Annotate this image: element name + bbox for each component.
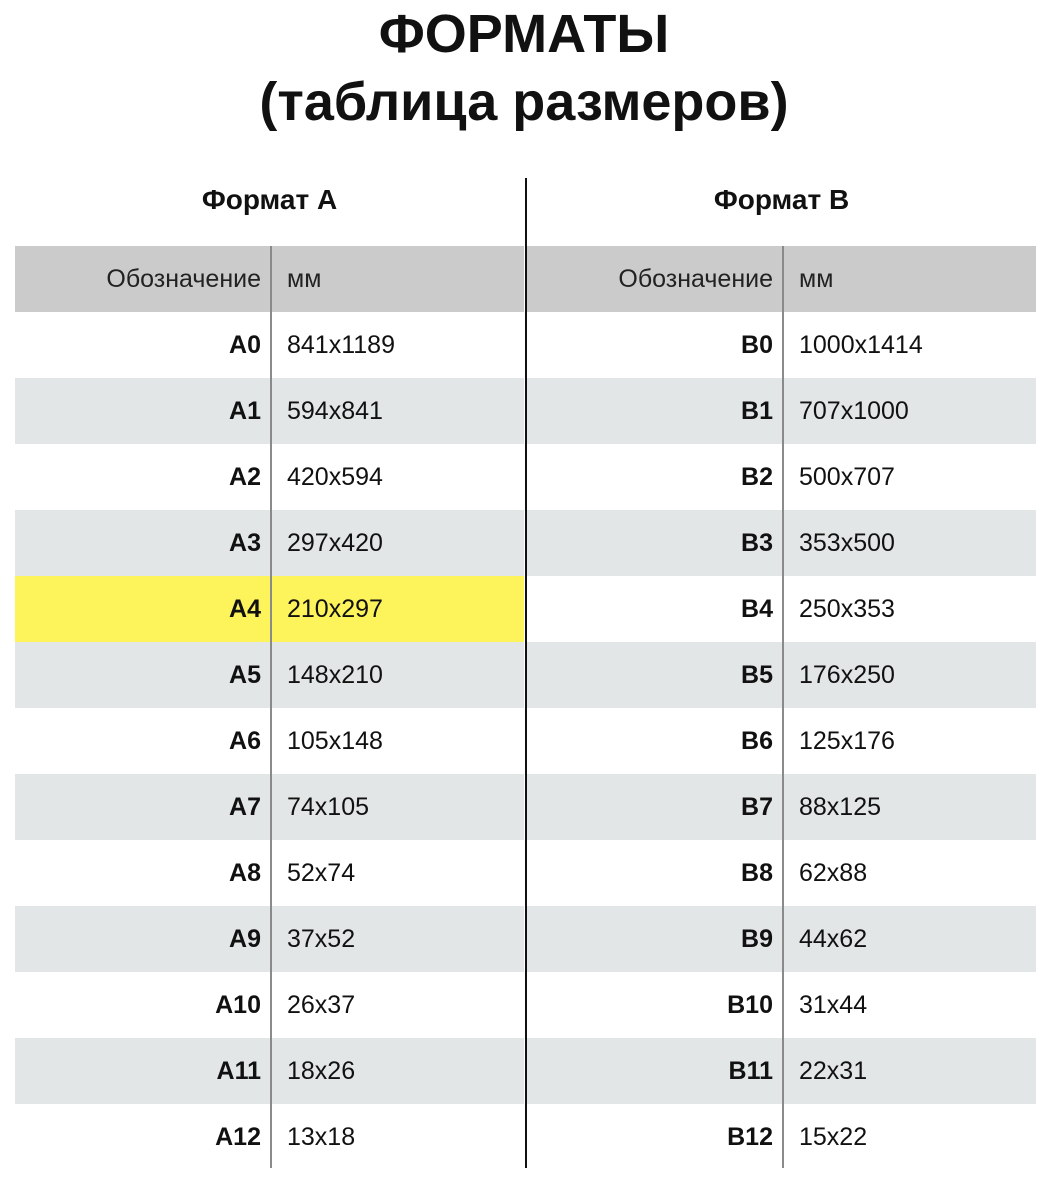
format-designation: A4 bbox=[229, 595, 261, 623]
table-row: B9 44x62 bbox=[527, 906, 1036, 972]
format-size-mm: 37x52 bbox=[287, 925, 356, 953]
table-row: A2 420x594 bbox=[15, 444, 524, 510]
format-size-mm: 1000x1414 bbox=[799, 331, 923, 359]
format-size-mm: 52x74 bbox=[287, 859, 356, 887]
table-row: B1 707x1000 bbox=[527, 378, 1036, 444]
format-designation: A12 bbox=[215, 1123, 261, 1151]
format-size-mm: 210x297 bbox=[287, 595, 383, 623]
format-designation: B11 bbox=[728, 1057, 773, 1085]
format-designation: B10 bbox=[727, 991, 773, 1019]
format-designation: B7 bbox=[741, 793, 773, 821]
format-size-mm: 297x420 bbox=[287, 529, 383, 557]
format-designation: A11 bbox=[216, 1057, 261, 1085]
format-designation: B8 bbox=[741, 859, 773, 887]
table-row: B11 22x31 bbox=[527, 1038, 1036, 1104]
format-size-mm: 707x1000 bbox=[799, 397, 909, 425]
format-size-mm: 62x88 bbox=[799, 859, 868, 887]
format-size-mm: 841x1189 bbox=[287, 331, 395, 359]
table-row: B10 31x44 bbox=[527, 972, 1036, 1038]
format-size-mm: 18x26 bbox=[287, 1057, 356, 1085]
table-row: B7 88x125 bbox=[527, 774, 1036, 840]
table-row: B6 125x176 bbox=[527, 708, 1036, 774]
format-designation: A9 bbox=[229, 925, 261, 953]
format-size-mm: 250x353 bbox=[799, 595, 895, 623]
header-designation: Обозначение bbox=[618, 265, 773, 293]
table-row: A10 26x37 bbox=[15, 972, 524, 1038]
format-size-mm: 44x62 bbox=[799, 925, 868, 953]
table-row: B3 353x500 bbox=[527, 510, 1036, 576]
column-divider bbox=[525, 178, 527, 1168]
table-row: A8 52x74 bbox=[15, 840, 524, 906]
table-row: B2 500x707 bbox=[527, 444, 1036, 510]
format-designation: A3 bbox=[229, 529, 261, 557]
format-designation: A6 bbox=[229, 727, 261, 755]
table-row: A3 297x420 bbox=[15, 510, 524, 576]
format-size-mm: 22x31 bbox=[799, 1057, 868, 1085]
page-title: ФОРМАТЫ bbox=[378, 4, 670, 64]
format-size-mm: 500x707 bbox=[799, 463, 895, 491]
format-size-mm: 420x594 bbox=[287, 463, 383, 491]
format-b-title: Формат B bbox=[713, 184, 850, 215]
format-designation: A8 bbox=[229, 859, 261, 887]
table-row: A12 13x18 bbox=[15, 1104, 524, 1170]
table-row: B5 176x250 bbox=[527, 642, 1036, 708]
page-subtitle: (таблица размеров) bbox=[259, 72, 789, 132]
format-designation: A10 bbox=[215, 991, 261, 1019]
table-row: A6 105x148 bbox=[15, 708, 524, 774]
column-separator bbox=[270, 246, 272, 1168]
format-a-title: Формат А bbox=[201, 184, 338, 215]
format-designation: B6 bbox=[741, 727, 773, 755]
format-designation: A0 bbox=[229, 331, 261, 359]
table-row: A5 148x210 bbox=[15, 642, 524, 708]
format-designation: B4 bbox=[741, 595, 773, 623]
format-size-mm: 74x105 bbox=[287, 793, 370, 821]
table-row: A1 594x841 bbox=[15, 378, 524, 444]
format-size-mm: 594x841 bbox=[287, 397, 383, 425]
format-size-mm: 31x44 bbox=[799, 991, 868, 1019]
format-size-mm: 125x176 bbox=[799, 727, 895, 755]
header-mm: мм bbox=[287, 265, 322, 293]
format-size-mm: 105x148 bbox=[287, 727, 383, 755]
format-b-table: Обозначение мм B0 1000x1414 B1 707x1000 B2 50… bbox=[527, 246, 1036, 1170]
table-row: A11 18x26 bbox=[15, 1038, 524, 1104]
header-designation: Обозначение bbox=[106, 265, 261, 293]
format-size-mm: 148x210 bbox=[287, 661, 383, 689]
table-header: Обозначение мм bbox=[527, 246, 1036, 312]
format-designation: B0 bbox=[741, 331, 773, 359]
table-row: B0 1000x1414 bbox=[527, 312, 1036, 378]
format-size-mm: 26x37 bbox=[287, 991, 356, 1019]
header-mm: мм bbox=[799, 265, 834, 293]
format-designation: A5 bbox=[229, 661, 261, 689]
format-size-mm: 15x22 bbox=[799, 1123, 868, 1151]
format-designation: B9 bbox=[741, 925, 773, 953]
table-header: Обозначение мм bbox=[15, 246, 524, 312]
format-designation: B12 bbox=[727, 1123, 773, 1151]
format-size-mm: 353x500 bbox=[799, 529, 895, 557]
format-size-mm: 88x125 bbox=[799, 793, 882, 821]
table-row: B8 62x88 bbox=[527, 840, 1036, 906]
table-row: B4 250x353 bbox=[527, 576, 1036, 642]
format-a-table: Обозначение мм A0 841x1189 A1 594x841 A2 420x… bbox=[15, 246, 524, 1170]
format-designation: B5 bbox=[741, 661, 773, 689]
format-designation: A7 bbox=[229, 793, 261, 821]
format-designation: B1 bbox=[741, 397, 773, 425]
table-row: A0 841x1189 bbox=[15, 312, 524, 378]
format-designation: B3 bbox=[741, 529, 773, 557]
table-row: A9 37x52 bbox=[15, 906, 524, 972]
table-row: A7 74x105 bbox=[15, 774, 524, 840]
column-separator bbox=[782, 246, 784, 1168]
format-designation: B2 bbox=[741, 463, 773, 491]
format-size-mm: 13x18 bbox=[287, 1123, 356, 1151]
table-row: B12 15x22 bbox=[527, 1104, 1036, 1170]
table-row: A4 210x297 bbox=[15, 576, 524, 642]
format-designation: A2 bbox=[229, 463, 261, 491]
format-size-mm: 176x250 bbox=[799, 661, 895, 689]
format-designation: A1 bbox=[229, 397, 261, 425]
